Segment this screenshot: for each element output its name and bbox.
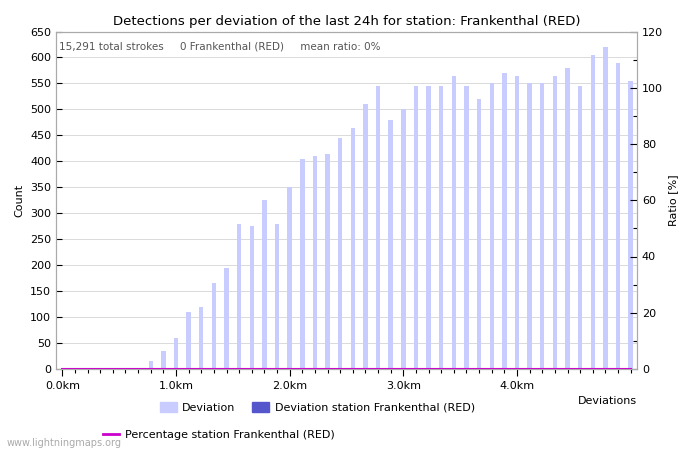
Percentage station Frankenthal (RED) bbox=[223, 366, 231, 372]
Percentage station Frankenthal (RED) bbox=[412, 366, 420, 372]
Percentage station Frankenthal (RED) bbox=[286, 366, 294, 372]
Bar bbox=[288, 187, 292, 369]
Percentage station Frankenthal (RED) bbox=[386, 366, 395, 372]
Percentage station Frankenthal (RED) bbox=[336, 366, 344, 372]
Percentage station Frankenthal (RED) bbox=[71, 366, 79, 372]
Bar bbox=[224, 268, 229, 369]
Percentage station Frankenthal (RED) bbox=[500, 366, 509, 372]
Text: Deviations: Deviations bbox=[578, 396, 637, 406]
Bar bbox=[452, 76, 456, 369]
Title: Detections per deviation of the last 24h for station: Frankenthal (RED): Detections per deviation of the last 24h… bbox=[113, 14, 580, 27]
Bar bbox=[250, 226, 254, 369]
Percentage station Frankenthal (RED) bbox=[235, 366, 244, 372]
Percentage station Frankenthal (RED) bbox=[172, 366, 180, 372]
Bar bbox=[363, 104, 368, 369]
Percentage station Frankenthal (RED) bbox=[311, 366, 319, 372]
Percentage station Frankenthal (RED) bbox=[108, 366, 117, 372]
Percentage station Frankenthal (RED) bbox=[551, 366, 559, 372]
Bar bbox=[174, 338, 178, 369]
Percentage station Frankenthal (RED) bbox=[437, 366, 445, 372]
Percentage station Frankenthal (RED) bbox=[248, 366, 256, 372]
Percentage station Frankenthal (RED) bbox=[424, 366, 433, 372]
Bar bbox=[489, 83, 494, 369]
Percentage station Frankenthal (RED) bbox=[576, 366, 584, 372]
Percentage station Frankenthal (RED) bbox=[374, 366, 382, 372]
Percentage station Frankenthal (RED) bbox=[298, 366, 307, 372]
Percentage station Frankenthal (RED) bbox=[323, 366, 332, 372]
Bar bbox=[211, 284, 216, 369]
Y-axis label: Count: Count bbox=[15, 184, 24, 217]
Percentage station Frankenthal (RED) bbox=[513, 366, 522, 372]
Bar bbox=[477, 99, 482, 369]
Percentage station Frankenthal (RED) bbox=[361, 366, 370, 372]
Bar bbox=[389, 120, 393, 369]
Percentage station Frankenthal (RED) bbox=[159, 366, 167, 372]
Bar bbox=[629, 81, 633, 369]
Percentage station Frankenthal (RED) bbox=[449, 366, 458, 372]
Bar bbox=[527, 83, 532, 369]
Bar bbox=[326, 153, 330, 369]
Bar bbox=[426, 86, 430, 369]
Percentage station Frankenthal (RED) bbox=[589, 366, 597, 372]
Percentage station Frankenthal (RED) bbox=[462, 366, 470, 372]
Bar bbox=[578, 86, 582, 369]
Percentage station Frankenthal (RED) bbox=[210, 366, 218, 372]
Bar bbox=[376, 86, 380, 369]
Percentage station Frankenthal (RED) bbox=[96, 366, 104, 372]
Percentage station Frankenthal (RED) bbox=[121, 366, 130, 372]
Percentage station Frankenthal (RED) bbox=[564, 366, 572, 372]
Bar bbox=[616, 63, 620, 369]
Bar bbox=[275, 224, 279, 369]
Text: 15,291 total strokes     0 Frankenthal (RED)     mean ratio: 0%: 15,291 total strokes 0 Frankenthal (RED)… bbox=[59, 42, 380, 52]
Percentage station Frankenthal (RED) bbox=[349, 366, 357, 372]
Percentage station Frankenthal (RED) bbox=[399, 366, 407, 372]
Percentage station Frankenthal (RED) bbox=[626, 366, 635, 372]
Percentage station Frankenthal (RED) bbox=[475, 366, 483, 372]
Bar bbox=[540, 83, 545, 369]
Bar bbox=[464, 86, 469, 369]
Bar bbox=[439, 86, 443, 369]
Text: www.lightningmaps.org: www.lightningmaps.org bbox=[7, 438, 122, 448]
Percentage station Frankenthal (RED) bbox=[601, 366, 610, 372]
Bar bbox=[199, 307, 204, 369]
Percentage station Frankenthal (RED) bbox=[487, 366, 496, 372]
Y-axis label: Ratio [%]: Ratio [%] bbox=[668, 175, 678, 226]
Legend: Percentage station Frankenthal (RED): Percentage station Frankenthal (RED) bbox=[98, 426, 339, 445]
Percentage station Frankenthal (RED) bbox=[83, 366, 92, 372]
Bar bbox=[351, 127, 355, 369]
Bar bbox=[553, 76, 557, 369]
Bar bbox=[313, 156, 317, 369]
Percentage station Frankenthal (RED) bbox=[260, 366, 269, 372]
Bar bbox=[262, 200, 267, 369]
Percentage station Frankenthal (RED) bbox=[134, 366, 142, 372]
Bar bbox=[237, 224, 242, 369]
Bar bbox=[401, 109, 405, 369]
Percentage station Frankenthal (RED) bbox=[184, 366, 192, 372]
Percentage station Frankenthal (RED) bbox=[538, 366, 547, 372]
Bar bbox=[414, 86, 418, 369]
Bar bbox=[591, 55, 595, 369]
Percentage station Frankenthal (RED) bbox=[273, 366, 281, 372]
Bar bbox=[161, 351, 166, 369]
Percentage station Frankenthal (RED) bbox=[197, 366, 206, 372]
Bar bbox=[566, 68, 570, 369]
Percentage station Frankenthal (RED) bbox=[146, 366, 155, 372]
Percentage station Frankenthal (RED) bbox=[526, 366, 534, 372]
Percentage station Frankenthal (RED) bbox=[614, 366, 622, 372]
Bar bbox=[338, 138, 342, 369]
Bar bbox=[148, 361, 153, 369]
Percentage station Frankenthal (RED) bbox=[58, 366, 66, 372]
Bar bbox=[603, 47, 608, 369]
Bar bbox=[300, 159, 304, 369]
Bar bbox=[514, 76, 519, 369]
Bar bbox=[186, 312, 191, 369]
Bar bbox=[502, 73, 507, 369]
